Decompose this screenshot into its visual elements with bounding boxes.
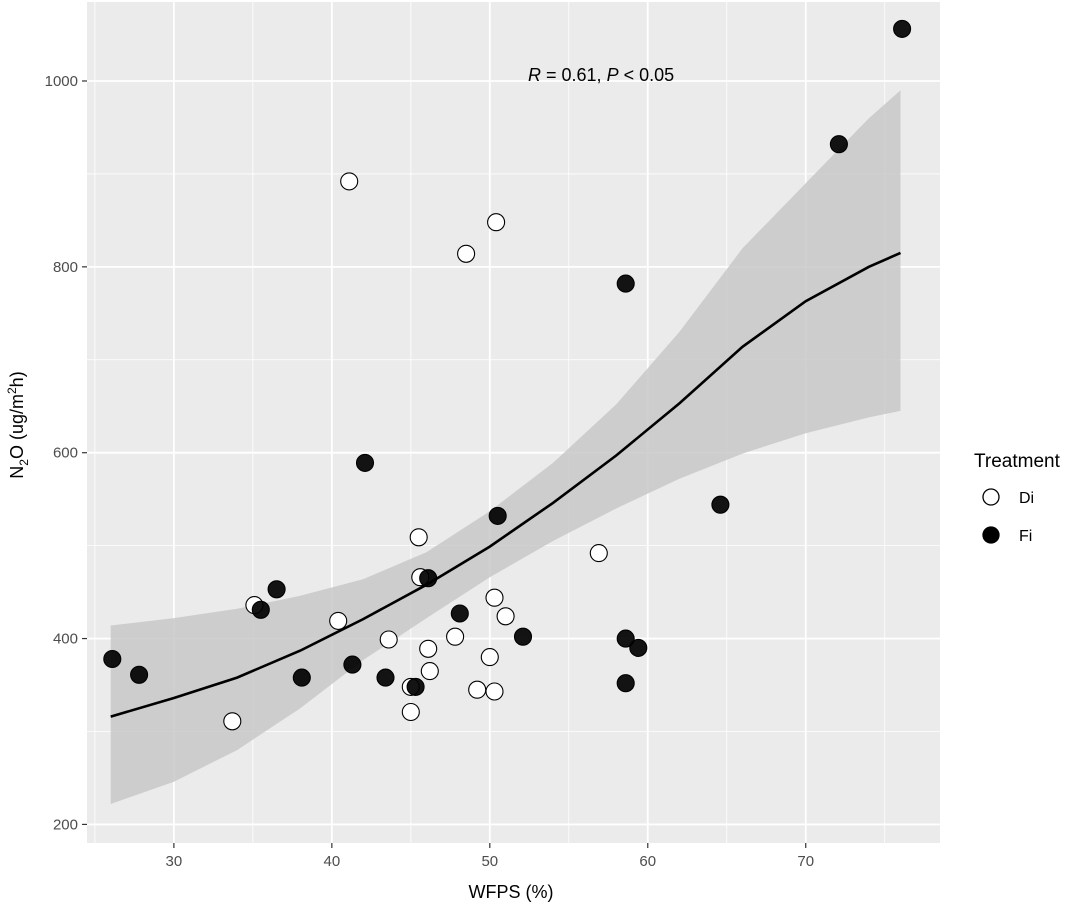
point-di (379, 630, 398, 649)
point-di (485, 588, 504, 607)
point-fi (267, 580, 286, 599)
data-points (103, 19, 912, 731)
legend: Treatment Di Fi (974, 451, 1061, 545)
point-fi (419, 569, 438, 588)
point-fi (616, 274, 635, 293)
point-di (496, 607, 515, 626)
y-axis-title-sup: 2 (5, 387, 19, 394)
legend-title: Treatment (974, 451, 1061, 472)
point-di (223, 712, 242, 731)
point-di (420, 662, 439, 681)
point-fi (103, 649, 122, 669)
point-fi (616, 629, 635, 648)
point-di (487, 213, 506, 232)
point-di (329, 611, 348, 630)
annotation-r-label: R (528, 65, 541, 85)
y-axis-title: N2O (ug/m2h) (5, 371, 31, 478)
point-fi (292, 668, 311, 687)
point-fi (513, 627, 533, 646)
point-di (485, 682, 504, 701)
y-tick-label: 600 (53, 445, 78, 462)
y-axis-title-suffix: h) (7, 371, 27, 387)
y-axis-title-sub: 2 (17, 459, 31, 466)
point-fi (629, 638, 648, 657)
axes: 200 400 600 800 1000 30 40 50 60 70 (45, 73, 814, 870)
annotation-p-label: P (607, 65, 619, 85)
point-di (340, 172, 359, 191)
point-fi (450, 604, 469, 623)
point-di (457, 244, 476, 263)
x-tick-label: 30 (166, 853, 183, 870)
legend-label-di: Di (1019, 490, 1034, 507)
point-fi (829, 135, 848, 154)
y-tick-label: 400 (53, 631, 78, 648)
point-di (419, 639, 438, 658)
point-di (401, 702, 420, 722)
x-axis-title: WFPS (%) (469, 882, 554, 902)
x-tick-label: 70 (797, 853, 814, 870)
point-di (409, 528, 428, 547)
y-tick-label: 1000 (45, 73, 78, 90)
x-tick-label: 40 (323, 853, 340, 870)
regression-line (110, 251, 902, 718)
fit-line (110, 251, 902, 718)
confidence-band (110, 90, 901, 805)
annotation-r-value: = 0.61, (541, 65, 607, 85)
point-fi (376, 668, 395, 687)
point-fi (616, 674, 635, 693)
legend-label-fi: Fi (1019, 528, 1032, 545)
annotation-p-value: < 0.05 (619, 65, 675, 85)
y-axis-title-mid: O (ug/m (7, 394, 27, 459)
point-di (468, 680, 487, 699)
point-di (589, 544, 608, 563)
legend-key-fi (982, 526, 1000, 544)
point-fi (355, 453, 375, 472)
y-axis-title-prefix: N (7, 466, 27, 479)
annotation-text: R = 0.61, P < 0.05 (528, 65, 674, 85)
point-di (480, 648, 499, 667)
y-tick-label: 800 (53, 259, 78, 276)
point-fi (251, 600, 270, 619)
point-di (446, 627, 465, 646)
point-fi (711, 495, 730, 514)
point-fi (343, 655, 362, 674)
point-fi (406, 677, 425, 696)
x-tick-label: 50 (481, 853, 498, 870)
point-fi (488, 506, 507, 525)
point-fi (130, 665, 149, 684)
x-tick-label: 60 (639, 853, 656, 870)
legend-key-di (982, 488, 1000, 506)
confidence-ribbon (110, 90, 901, 805)
point-fi (893, 19, 912, 38)
y-tick-label: 200 (53, 816, 78, 833)
